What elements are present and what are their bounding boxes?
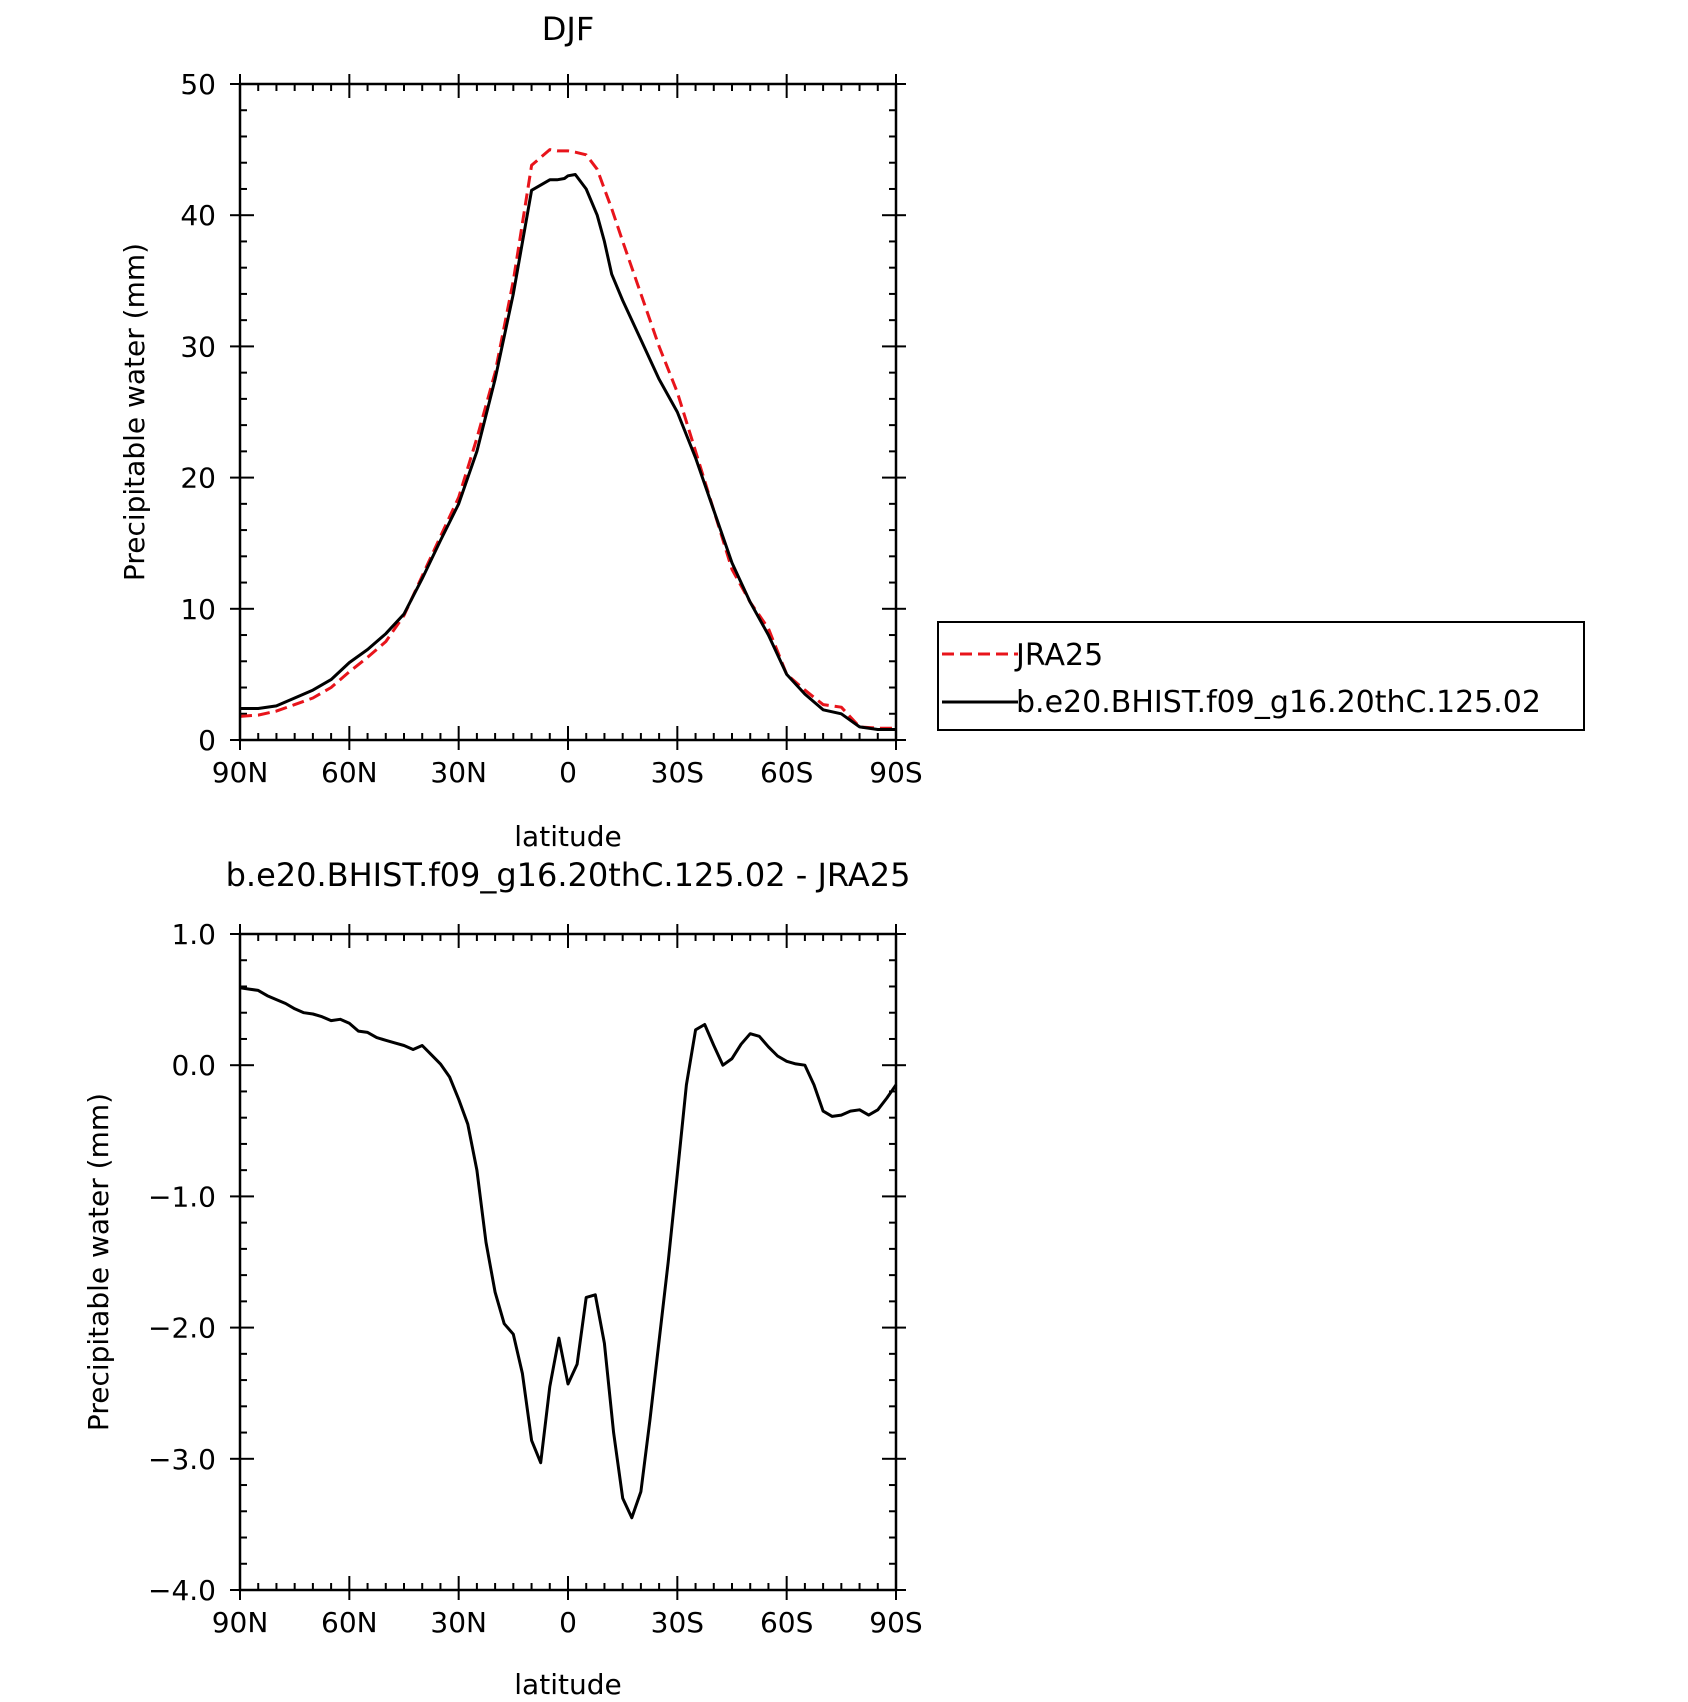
- top-panel: DJF 0 10 20 30 40 50 90N 60N 30N 0 30S 60S 90S Prec…: [118, 10, 1585, 853]
- legend-box: [937, 621, 1585, 731]
- bottom-x-tick-label: 30N: [430, 1606, 487, 1639]
- top-x-tick-labels: 90N 60N 30N 0 30S 60S 90S: [212, 756, 923, 789]
- top-y-tick-labels: 0 10 20 30 40 50: [180, 68, 216, 757]
- top-x-tick-label: 60S: [760, 756, 813, 789]
- top-x-axis-label: latitude: [514, 820, 621, 853]
- legend: JRA25 b.e20.BHIST.f09_g16.20thC.125.02: [937, 621, 1585, 731]
- top-x-tick-label: 90N: [212, 756, 269, 789]
- top-plot-frame: [238, 82, 898, 742]
- bottom-y-axis-label: Precipitable water (mm): [82, 1093, 115, 1431]
- bottom-panel: b.e20.BHIST.f09_g16.20thC.125.02 - JRA25…: [82, 856, 923, 1701]
- top-y-tick-label: 40: [180, 199, 216, 232]
- bottom-y-tick-label: −2.0: [148, 1312, 216, 1345]
- bottom-y-tick-label: −3.0: [148, 1443, 216, 1476]
- top-series-line-jra25: [239, 148, 896, 730]
- top-title: DJF: [542, 10, 594, 48]
- top-x-tick-label: 30S: [651, 756, 704, 789]
- bottom-x-tick-label: 60S: [760, 1606, 813, 1639]
- bottom-ticks: [230, 924, 906, 1600]
- bottom-y-tick-labels: 1.0 0.0 −1.0 −2.0 −3.0 −4.0: [148, 918, 216, 1607]
- bottom-x-tick-label: 90S: [869, 1606, 922, 1639]
- top-x-tick-label: 90S: [869, 756, 922, 789]
- bottom-series-line-difference: [239, 986, 898, 1520]
- bottom-y-tick-label: −1.0: [148, 1180, 216, 1213]
- top-y-tick-label: 10: [180, 593, 216, 626]
- bottom-x-tick-labels: 90N 60N 30N 0 30S 60S 90S: [212, 1606, 923, 1639]
- bottom-x-tick-label: 0: [559, 1606, 577, 1639]
- legend-label-jra25: JRA25: [1014, 638, 1103, 673]
- top-x-tick-label: 0: [559, 756, 577, 789]
- top-y-tick-label: 50: [180, 68, 216, 101]
- top-y-tick-label: 0: [198, 724, 216, 757]
- bottom-x-axis-label: latitude: [514, 1668, 621, 1701]
- bottom-y-tick-label: 1.0: [171, 918, 216, 951]
- top-y-tick-label: 30: [180, 330, 216, 363]
- top-x-tick-label: 60N: [321, 756, 378, 789]
- top-y-axis-label: Precipitable water (mm): [118, 243, 151, 581]
- top-x-tick-label: 30N: [430, 756, 487, 789]
- bottom-title: b.e20.BHIST.f09_g16.20thC.125.02 - JRA25: [226, 856, 911, 894]
- bottom-plot-frame: [238, 932, 898, 1592]
- bottom-x-tick-label: 30S: [651, 1606, 704, 1639]
- top-y-tick-label: 20: [180, 462, 216, 495]
- bottom-series-group: [239, 986, 898, 1520]
- legend-label-model: b.e20.BHIST.f09_g16.20thC.125.02: [1016, 685, 1541, 720]
- top-series-group: [239, 148, 896, 731]
- bottom-y-tick-label: −4.0: [148, 1574, 216, 1607]
- bottom-x-tick-label: 90N: [212, 1606, 269, 1639]
- bottom-y-tick-label: 0.0: [171, 1049, 216, 1082]
- bottom-x-tick-label: 60N: [321, 1606, 378, 1639]
- top-series-line-model: [240, 173, 896, 731]
